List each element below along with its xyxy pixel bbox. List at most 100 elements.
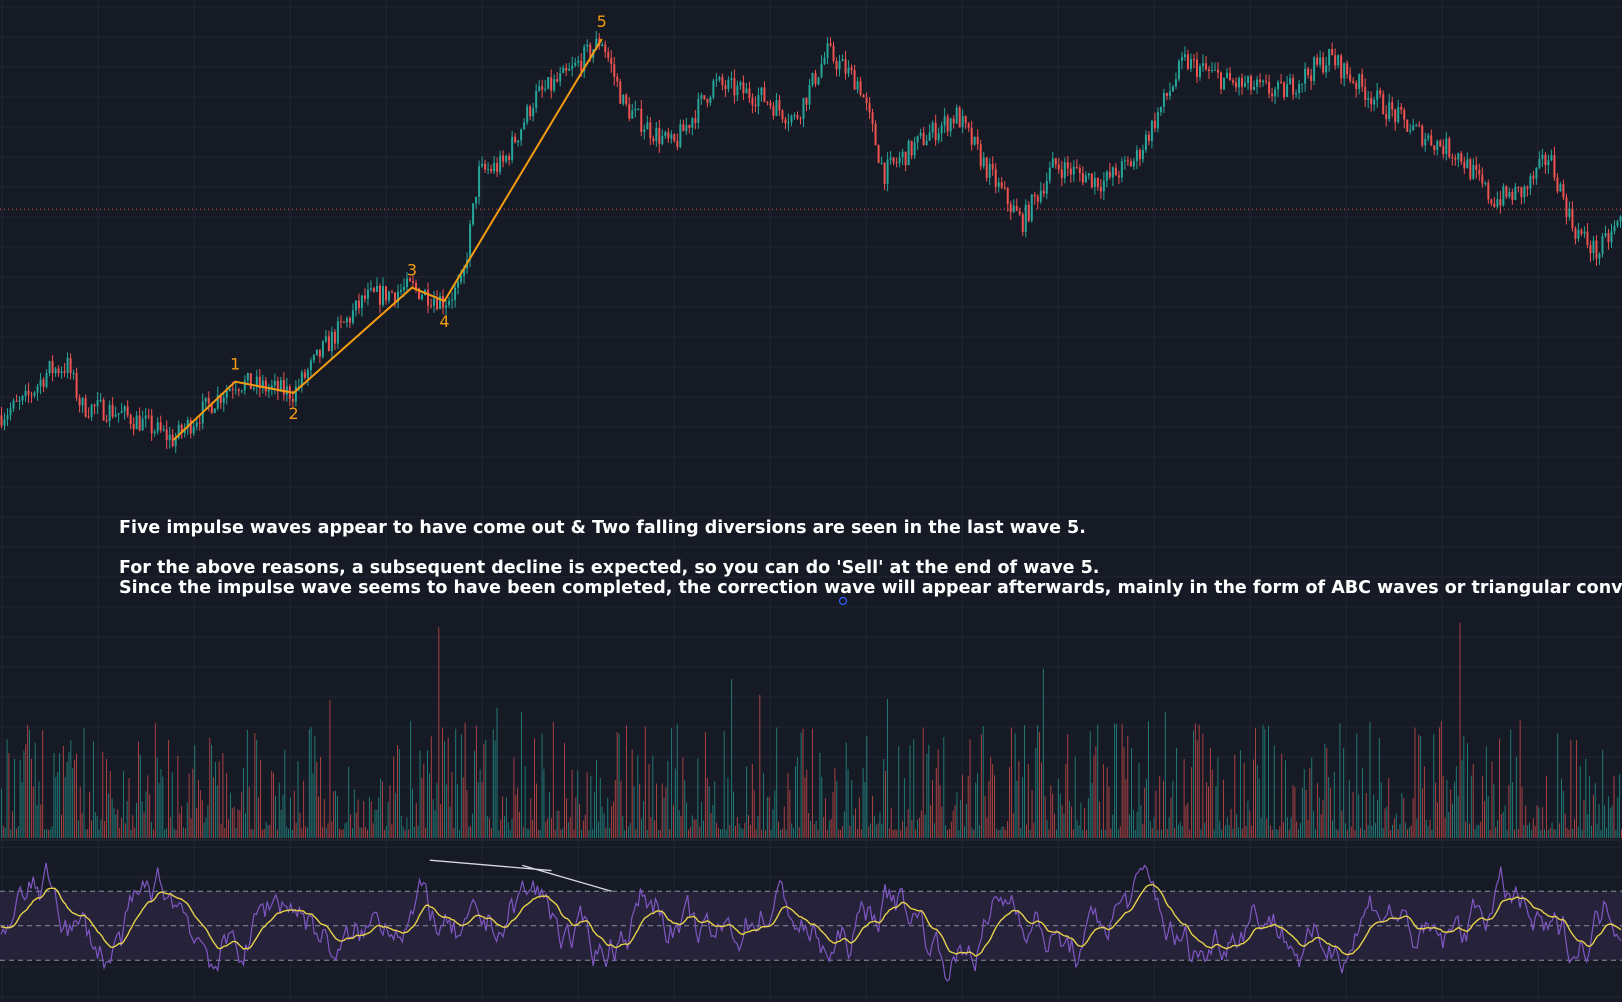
volume-bar	[1095, 746, 1097, 838]
volume-bar	[1037, 725, 1039, 838]
volume-bar	[1069, 800, 1071, 838]
volume-bar	[1491, 761, 1493, 838]
candle-body	[1135, 150, 1138, 162]
volume-bar	[731, 679, 733, 838]
candle-body	[264, 380, 267, 392]
volume-bar	[1499, 738, 1500, 838]
volume-bar	[1134, 829, 1136, 838]
volume-bar	[400, 816, 402, 838]
candle-body	[793, 114, 796, 116]
volume-bar	[1183, 758, 1185, 838]
volume-bar	[1215, 786, 1217, 838]
candle-body	[1595, 240, 1598, 259]
volume-bar	[443, 741, 445, 838]
volume-bar	[1598, 803, 1600, 838]
volume-bar	[1346, 829, 1348, 838]
volume-bar	[1444, 817, 1446, 838]
volume-bar	[378, 797, 380, 838]
volume-bar	[657, 829, 659, 838]
volume-bar	[1271, 829, 1273, 838]
candle-body	[1574, 228, 1577, 239]
volume-bar	[477, 782, 479, 838]
volume-bar	[1009, 767, 1010, 838]
candle-body	[72, 373, 75, 375]
volume-bar	[209, 737, 211, 838]
volume-bar	[1264, 728, 1266, 838]
volume-bar	[924, 814, 926, 838]
volume-bar	[1504, 805, 1506, 838]
candle-body	[1159, 106, 1162, 113]
candle-body	[1036, 196, 1039, 202]
candle-body	[1129, 161, 1132, 167]
volume-bar	[980, 734, 982, 838]
volume-bar	[70, 740, 72, 838]
volume-bar	[21, 782, 23, 838]
volume-bar	[913, 739, 915, 838]
volume-bar	[1292, 785, 1294, 838]
candle-body	[1424, 138, 1427, 146]
volume-bar	[815, 820, 817, 838]
candle-body	[580, 60, 583, 72]
volume-bar	[1123, 747, 1125, 838]
candle-body	[1250, 76, 1253, 90]
candle-body	[1334, 55, 1337, 66]
candle-body	[730, 78, 733, 80]
candle-body	[1505, 186, 1508, 197]
volume-bar	[466, 790, 468, 838]
volume-bar	[1397, 829, 1399, 838]
candle-body	[1241, 77, 1244, 87]
volume-bar	[569, 817, 571, 838]
candle-body	[898, 157, 901, 163]
candle-body	[802, 98, 805, 119]
candle-body	[1466, 159, 1469, 169]
volume-bar	[571, 769, 573, 838]
volume-bar	[213, 777, 214, 838]
volume-bar	[14, 758, 15, 838]
volume-bar	[644, 726, 646, 838]
volume-bar	[1465, 821, 1467, 838]
candle-body	[306, 370, 309, 378]
volume-bar	[177, 755, 179, 838]
candle-body	[339, 321, 342, 323]
candle-body	[1430, 135, 1433, 146]
volume-bar	[74, 759, 76, 838]
candle-body	[826, 43, 829, 58]
volume-bar	[1553, 828, 1555, 838]
volume-bar	[1345, 823, 1346, 838]
candle-body	[1018, 211, 1021, 215]
candle-body	[1514, 186, 1517, 200]
volume-bar	[397, 745, 398, 838]
volume-bar	[751, 764, 753, 838]
candle-body	[1490, 199, 1493, 204]
volume-bar	[149, 794, 151, 838]
candle-body	[703, 95, 706, 99]
volume-bar	[1072, 829, 1074, 838]
volume-bar	[64, 777, 66, 838]
volume-bar	[1594, 783, 1596, 838]
candle-body	[360, 295, 363, 309]
volume-bar	[1363, 829, 1365, 838]
elliott-wave-overlay[interactable]: 1 2 3 4 5	[172, 12, 607, 441]
volume-bar	[1236, 814, 1238, 838]
candle-body	[1472, 165, 1475, 179]
volume-bar	[190, 818, 192, 838]
volume-bar	[91, 820, 92, 838]
candle-body	[1072, 166, 1075, 175]
candle-body	[772, 105, 775, 116]
volume-bar	[1468, 823, 1470, 838]
volume-bar	[607, 797, 609, 838]
candle-body	[309, 360, 312, 371]
volume-bar	[117, 809, 119, 838]
volume-bar	[543, 768, 545, 838]
candle-body	[1502, 186, 1505, 206]
volume-bar	[468, 826, 470, 838]
volume-bar	[524, 766, 526, 838]
candle-body	[1325, 65, 1328, 73]
volume-bar	[1523, 824, 1525, 838]
volume-bar	[1515, 756, 1517, 838]
volume-bar	[1303, 769, 1305, 838]
volume-bar	[1339, 723, 1341, 838]
volume-bar	[535, 783, 537, 838]
volume-bar	[1574, 818, 1576, 838]
